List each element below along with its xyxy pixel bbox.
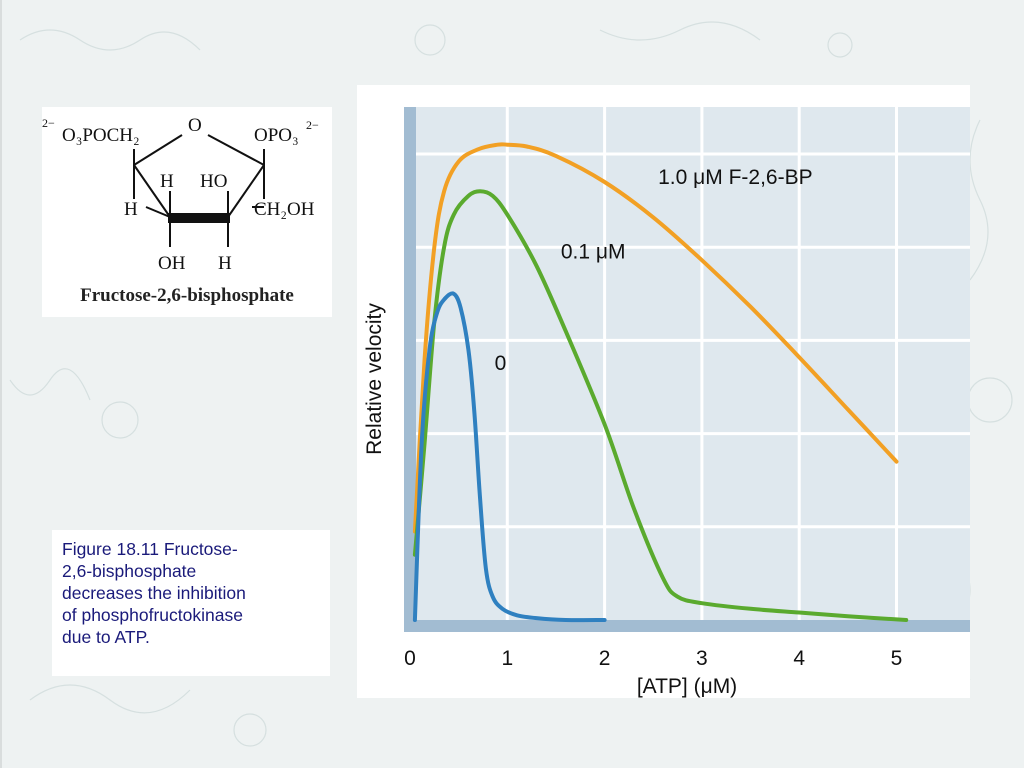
structure-label-h-bottom: H <box>218 253 232 274</box>
structure-label-ring-oxygen: O <box>188 115 202 136</box>
ring-bold-bond <box>168 213 230 223</box>
figure-caption-line-4: of phosphofructokinase <box>62 605 243 625</box>
x-tick-label: 1 <box>501 647 513 670</box>
series-layer <box>412 142 909 623</box>
structure-label-right-group: OPO₃ <box>254 125 299 146</box>
structure-label-ch2oh: CH₂OH <box>254 199 315 220</box>
structure-label-h-left: H <box>124 199 138 220</box>
series-label: 0.1 μM <box>561 240 626 263</box>
x-tick-label: 0 <box>404 647 416 670</box>
series-line <box>412 291 607 623</box>
structure-label-left-group: O₃POCH₂ <box>62 125 140 146</box>
series-label-layer: 1.0 μM F-2,6-BP 0.1 μM 0 <box>495 166 813 375</box>
series-line <box>412 142 899 534</box>
x-tick-layer: 0 1 2 3 4 5 <box>404 647 902 670</box>
x-axis-band <box>404 620 970 632</box>
structure-label-h-top-left: H <box>160 171 174 192</box>
y-axis-band <box>404 107 416 632</box>
structure-label-ho-top: HO <box>200 171 227 192</box>
figure-caption-line-2: 2,6-bisphosphate <box>62 561 197 581</box>
series-label: 1.0 μM F-2,6-BP <box>658 166 812 189</box>
plot-background <box>404 107 970 632</box>
structure-label-right-charge: 2− <box>306 118 319 132</box>
x-tick-label: 3 <box>696 647 708 670</box>
structure-caption: Fructose-2,6-bisphosphate <box>80 285 294 306</box>
figure-caption-line-5: due to ATP. <box>62 627 150 647</box>
structure-panel: 2− O₃POCH₂ O OPO₃ 2− H HO H CH₂OH OH H <box>42 107 332 317</box>
velocity-chart: 1.0 μM F-2,6-BP 0.1 μM 0 0 1 2 3 4 5 [ATP] (μM)… <box>363 107 970 698</box>
y-axis-label: Relative velocity <box>363 303 386 455</box>
fructose-structure-diagram: 2− O₃POCH₂ O OPO₃ 2− H HO H CH₂OH OH H <box>42 115 319 274</box>
chart-panel: 1.0 μM F-2,6-BP 0.1 μM 0 0 1 2 3 4 5 [ATP] (μM)… <box>357 85 970 698</box>
structure-label-prefix: 2− <box>42 116 55 130</box>
figure-caption-line-1: Figure 18.11 Fructose- <box>62 539 238 559</box>
x-tick-label: 2 <box>599 647 611 670</box>
x-tick-label: 5 <box>891 647 903 670</box>
x-tick-label: 4 <box>793 647 805 670</box>
x-axis-label: [ATP] (μM) <box>637 675 737 698</box>
series-label: 0 <box>495 352 507 375</box>
figure-caption: Figure 18.11 Fructose- 2,6-bisphosphate … <box>62 538 320 648</box>
ring-bonds <box>133 134 265 247</box>
figure-caption-box: Figure 18.11 Fructose- 2,6-bisphosphate … <box>52 530 330 676</box>
structure-label-oh-bottom: OH <box>158 253 186 274</box>
figure-caption-line-3: decreases the inhibition <box>62 583 246 603</box>
series-line <box>412 189 909 622</box>
left-edge-rule <box>0 0 2 768</box>
